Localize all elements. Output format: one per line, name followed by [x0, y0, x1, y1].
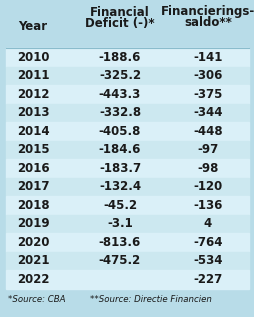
Text: 2018: 2018 — [17, 199, 49, 212]
Text: -97: -97 — [197, 143, 218, 156]
Text: -306: -306 — [193, 69, 222, 82]
Text: 2016: 2016 — [17, 162, 49, 175]
Text: -332.8: -332.8 — [99, 106, 140, 119]
Text: Year: Year — [18, 20, 47, 33]
Text: 2014: 2014 — [17, 125, 49, 138]
Text: 2017: 2017 — [17, 180, 49, 193]
Bar — [6, 122, 248, 140]
Bar — [6, 178, 248, 196]
Bar — [6, 251, 248, 270]
Bar — [6, 140, 248, 159]
Text: -443.3: -443.3 — [99, 88, 140, 101]
Text: -132.4: -132.4 — [99, 180, 140, 193]
Text: -188.6: -188.6 — [99, 51, 141, 64]
Text: 2022: 2022 — [17, 273, 49, 286]
Bar — [6, 270, 248, 288]
Text: 2010: 2010 — [17, 51, 49, 64]
Text: -183.7: -183.7 — [99, 162, 140, 175]
Text: 2015: 2015 — [17, 143, 49, 156]
Text: -375: -375 — [193, 88, 222, 101]
Text: 4: 4 — [203, 217, 211, 230]
Text: Deficit (-)*: Deficit (-)* — [85, 16, 154, 29]
Text: -325.2: -325.2 — [99, 69, 140, 82]
Text: saldo**: saldo** — [183, 16, 231, 29]
Text: -405.8: -405.8 — [99, 125, 141, 138]
Text: -813.6: -813.6 — [99, 236, 140, 249]
Text: Financial: Financial — [90, 5, 149, 18]
Text: -475.2: -475.2 — [99, 254, 140, 267]
Text: -764: -764 — [193, 236, 222, 249]
Text: -98: -98 — [197, 162, 218, 175]
Bar — [6, 215, 248, 233]
Text: 2013: 2013 — [17, 106, 49, 119]
Bar — [6, 5, 248, 48]
Text: 2019: 2019 — [17, 217, 49, 230]
Text: 2021: 2021 — [17, 254, 49, 267]
Text: -120: -120 — [193, 180, 222, 193]
Bar — [6, 233, 248, 251]
Bar — [6, 196, 248, 215]
Text: -136: -136 — [193, 199, 222, 212]
Bar — [6, 85, 248, 103]
Text: *Source: CBA: *Source: CBA — [8, 295, 65, 304]
Text: 2020: 2020 — [17, 236, 49, 249]
Text: -45.2: -45.2 — [103, 199, 137, 212]
Bar — [6, 48, 248, 67]
Bar — [6, 67, 248, 85]
Text: -184.6: -184.6 — [99, 143, 141, 156]
Text: 2011: 2011 — [17, 69, 49, 82]
Bar — [6, 103, 248, 122]
Text: -3.1: -3.1 — [107, 217, 132, 230]
Text: Financierings-: Financierings- — [160, 5, 254, 18]
Text: -227: -227 — [193, 273, 222, 286]
Text: -141: -141 — [193, 51, 222, 64]
Text: -448: -448 — [193, 125, 222, 138]
Bar — [6, 159, 248, 178]
Text: -344: -344 — [193, 106, 222, 119]
Text: 2012: 2012 — [17, 88, 49, 101]
Text: -534: -534 — [193, 254, 222, 267]
Text: **Source: Directie Financien: **Source: Directie Financien — [90, 295, 211, 304]
